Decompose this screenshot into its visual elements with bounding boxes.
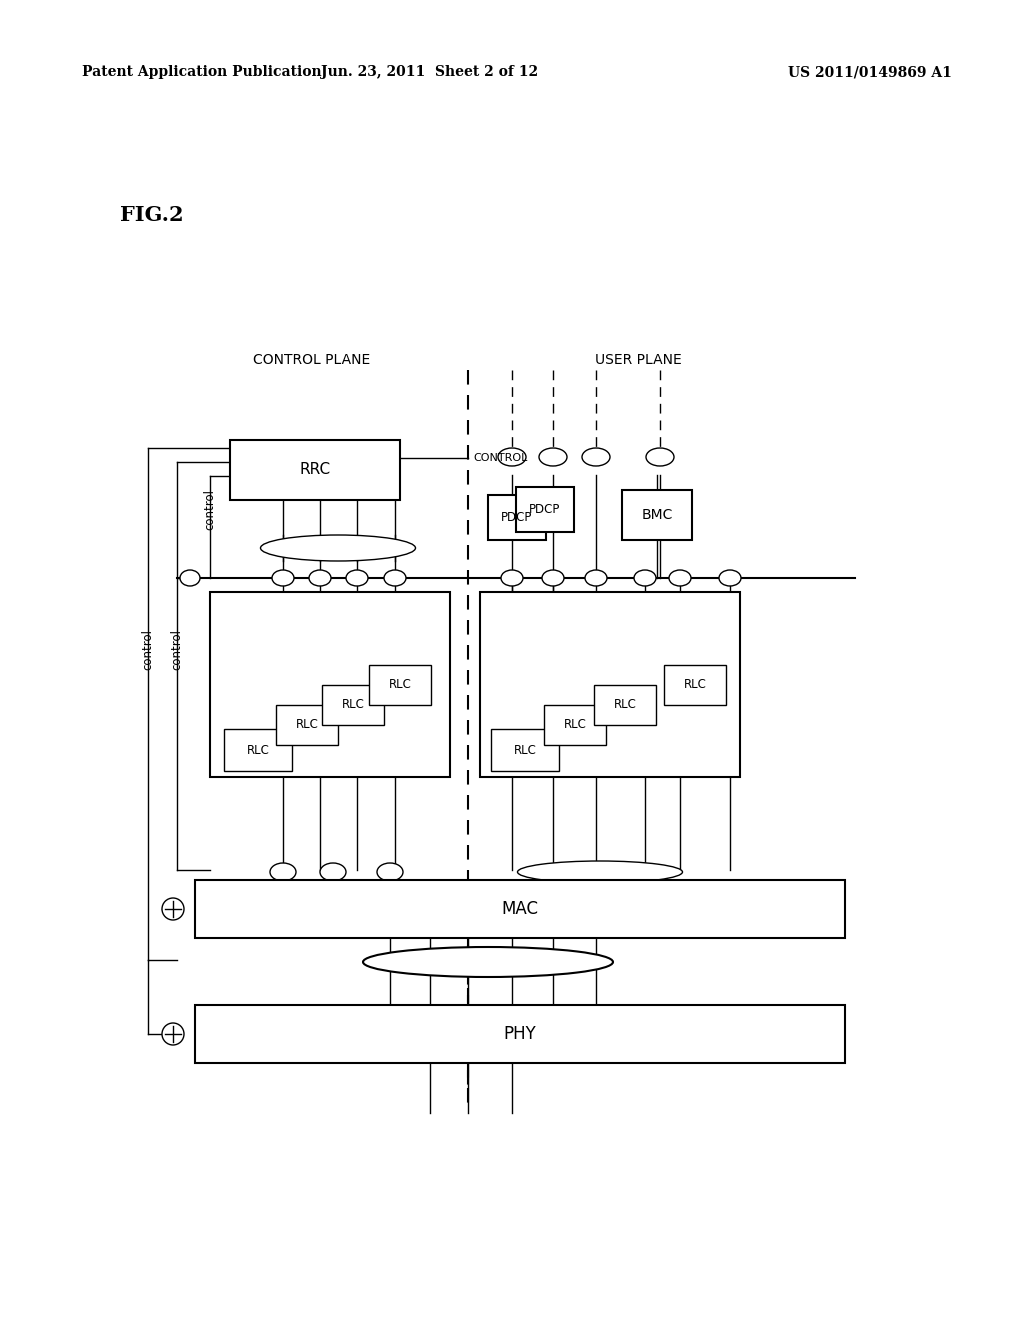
Ellipse shape [180, 570, 200, 586]
Text: RLC: RLC [684, 678, 707, 692]
Ellipse shape [517, 861, 683, 883]
Bar [594, 685, 656, 725]
Ellipse shape [260, 535, 416, 561]
Text: Patent Application Publication: Patent Application Publication [82, 65, 322, 79]
Bar [224, 729, 292, 771]
Text: control: control [171, 630, 183, 671]
Text: Jun. 23, 2011  Sheet 2 of 12: Jun. 23, 2011 Sheet 2 of 12 [322, 65, 539, 79]
Ellipse shape [646, 447, 674, 466]
Text: USER PLANE: USER PLANE [595, 352, 681, 367]
Text: control: control [141, 630, 155, 671]
Bar [276, 705, 338, 744]
Ellipse shape [309, 570, 331, 586]
Ellipse shape [272, 570, 294, 586]
Bar [195, 1005, 845, 1063]
Bar [230, 440, 400, 500]
Ellipse shape [346, 570, 368, 586]
Text: RRC: RRC [299, 462, 331, 478]
Text: RLC: RLC [388, 678, 412, 692]
Text: US 2011/0149869 A1: US 2011/0149869 A1 [788, 65, 952, 79]
Bar [544, 705, 606, 744]
Bar [210, 591, 450, 777]
Ellipse shape [634, 570, 656, 586]
Ellipse shape [162, 1023, 184, 1045]
Text: PDCP: PDCP [529, 503, 561, 516]
Ellipse shape [384, 570, 406, 586]
Ellipse shape [669, 570, 691, 586]
Bar [369, 665, 431, 705]
Text: RLC: RLC [563, 718, 587, 731]
Ellipse shape [719, 570, 741, 586]
Ellipse shape [501, 570, 523, 586]
Ellipse shape [270, 863, 296, 880]
Bar [195, 880, 845, 939]
Bar [664, 665, 726, 705]
Ellipse shape [377, 863, 403, 880]
Text: RLC: RLC [342, 698, 365, 711]
Ellipse shape [162, 898, 184, 920]
Ellipse shape [585, 570, 607, 586]
Ellipse shape [498, 447, 526, 466]
Text: FIG.2: FIG.2 [120, 205, 183, 224]
Text: RLC: RLC [247, 743, 269, 756]
Bar [490, 729, 559, 771]
Ellipse shape [319, 863, 346, 880]
Text: PHY: PHY [504, 1026, 537, 1043]
Bar [480, 591, 740, 777]
Text: CONTROL: CONTROL [473, 453, 527, 463]
Text: CONTROL PLANE: CONTROL PLANE [253, 352, 371, 367]
Ellipse shape [362, 946, 613, 977]
Text: control: control [204, 490, 216, 531]
Text: RLC: RLC [514, 743, 537, 756]
Text: RLC: RLC [296, 718, 318, 731]
Bar [322, 685, 384, 725]
Text: MAC: MAC [502, 900, 539, 917]
Text: PDCP: PDCP [502, 511, 532, 524]
Ellipse shape [539, 447, 567, 466]
Ellipse shape [582, 447, 610, 466]
Ellipse shape [542, 570, 564, 586]
Text: RLC: RLC [613, 698, 637, 711]
Bar [622, 490, 692, 540]
Bar [488, 495, 546, 540]
Text: BMC: BMC [641, 508, 673, 521]
Bar [516, 487, 574, 532]
